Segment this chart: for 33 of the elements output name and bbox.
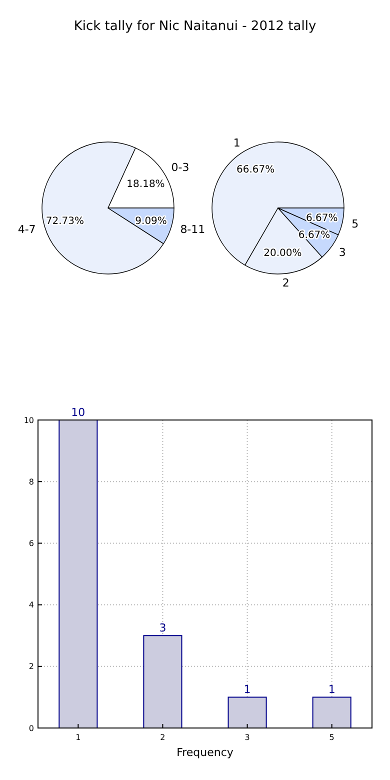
- data-label: 72.73%: [46, 216, 84, 228]
- slice-label: 8-11: [180, 223, 206, 236]
- x-tick-label: 2: [160, 733, 166, 742]
- bar: [228, 696, 267, 728]
- slice-label: 2: [282, 276, 290, 290]
- data-label: 10: [71, 406, 86, 419]
- y-tick-label: 10: [24, 416, 34, 425]
- data-label: 1: [328, 683, 336, 696]
- bar: [58, 420, 98, 728]
- x-axis-title: Frequency: [176, 746, 234, 759]
- slice-label: 1: [233, 136, 240, 150]
- y-tick-label: 4: [28, 600, 34, 610]
- data-label: 3: [159, 622, 166, 635]
- slice-label: 4-7: [18, 223, 36, 236]
- slice-label: 5: [352, 218, 359, 230]
- data-label: 18.18%: [126, 179, 165, 190]
- data-label: 1: [244, 683, 251, 696]
- slice-label: 0-3: [171, 161, 190, 174]
- bar: [143, 635, 182, 728]
- y-tick-label: 0: [28, 724, 34, 733]
- data-label: 20.00%: [264, 248, 302, 260]
- slice-label: 3: [338, 246, 346, 260]
- data-label: 66.67%: [236, 164, 275, 176]
- data-label: 6.67%: [306, 212, 338, 224]
- chart-title: Kick tally for Nic Naitanui - 2012 tally: [74, 19, 316, 34]
- x-tick-label: 5: [329, 733, 334, 742]
- x-tick-label: 1: [76, 733, 81, 742]
- x-tick-label: 3: [244, 733, 250, 742]
- y-tick-label: 6: [28, 539, 34, 548]
- data-label: 9.09%: [135, 216, 167, 228]
- y-tick-label: 8: [28, 477, 34, 486]
- y-tick-label: 2: [28, 662, 34, 672]
- bar: [312, 696, 352, 728]
